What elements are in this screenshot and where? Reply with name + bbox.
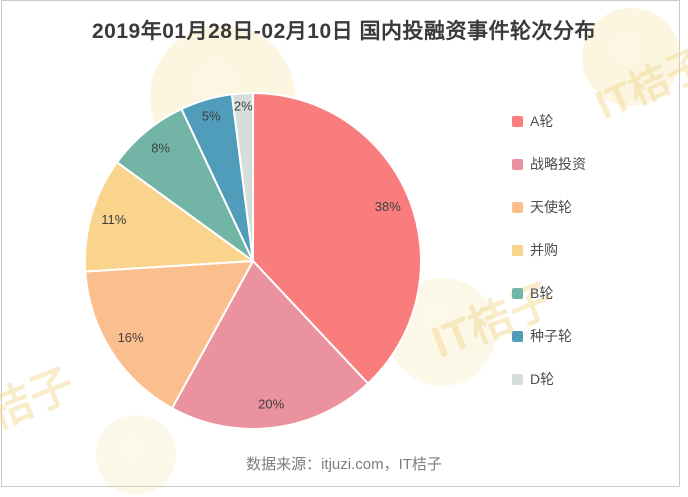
chart-legend: A轮战略投资天使轮并购 B轮种子轮 D轮 <box>512 113 586 387</box>
legend-swatch-icon <box>512 330 523 342</box>
pie-slice-label: 38% <box>375 199 401 214</box>
legend-label: B轮 <box>530 285 554 301</box>
legend-label: A轮 <box>530 113 554 129</box>
legend-item-4: 并购 <box>512 242 586 258</box>
legend-label: 种子轮 <box>530 328 572 344</box>
pie-slice-label: 11% <box>101 212 126 227</box>
pie-slice-label: 5% <box>202 108 221 123</box>
legend-item-3: 天使轮 <box>512 199 586 215</box>
legend-label: 并购 <box>530 242 558 258</box>
legend-swatch-icon <box>512 373 523 385</box>
pie-slice-3 <box>84 260 254 410</box>
legend-label: 天使轮 <box>530 199 572 215</box>
pie-slice-2 <box>171 260 369 430</box>
pie-slice-label: 2% <box>234 99 253 114</box>
legend-label: D轮 <box>530 371 555 387</box>
legend-swatch-icon <box>512 244 523 256</box>
legend-label: 战略投资 <box>530 156 586 172</box>
pie-slice-label: 16% <box>118 330 144 345</box>
legend-item-7: D轮 <box>512 371 586 387</box>
pie-slice-1 <box>252 92 423 385</box>
legend-swatch-icon <box>512 201 523 213</box>
legend-item-5: B轮 <box>512 285 586 301</box>
pie-slice-label: 20% <box>258 396 284 411</box>
pie-slice-4 <box>83 161 254 273</box>
legend-swatch-icon <box>512 158 523 170</box>
legend-swatch-icon <box>512 115 523 127</box>
legend-item-6: 种子轮 <box>512 328 586 344</box>
legend-swatch-icon <box>512 287 523 299</box>
pie-slice-label: 8% <box>151 141 170 156</box>
data-source: 数据来源：itjuzi.com，IT桔子 <box>246 456 442 473</box>
chart-title: 2019年01月28日-02月10日 国内投融资事件轮次分布 <box>92 20 596 43</box>
legend-item-2: 战略投资 <box>512 156 586 172</box>
legend-item-1: A轮 <box>512 113 586 129</box>
